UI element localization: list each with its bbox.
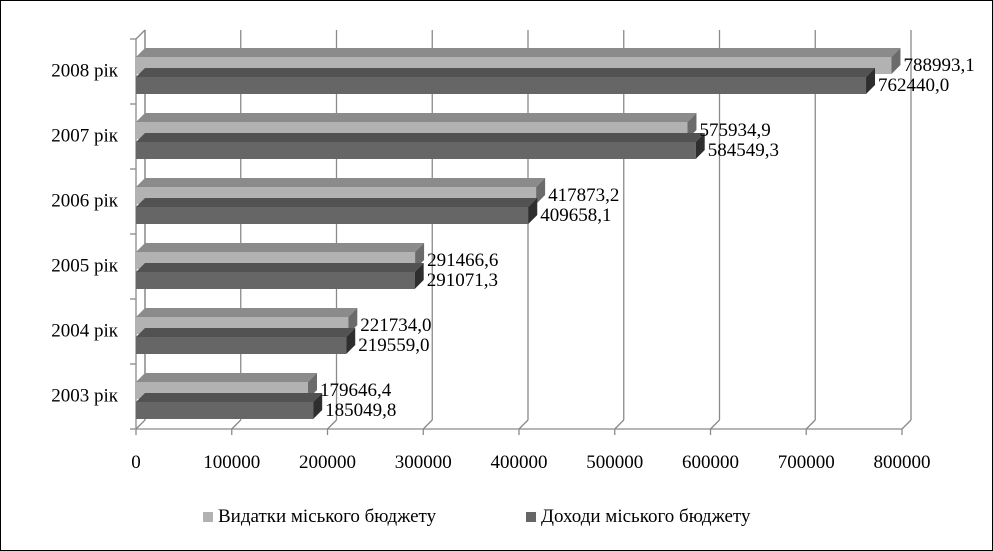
- legend-swatch-revenue: [526, 512, 536, 522]
- bar-side-face: [687, 113, 697, 139]
- x-tick-label: 700000: [778, 452, 835, 473]
- x-tick-label: 300000: [395, 452, 452, 473]
- wall-top-edge: [135, 29, 146, 40]
- data-label: 788993,1: [903, 55, 974, 76]
- bar: [136, 68, 876, 94]
- floor-gridline: [805, 419, 816, 430]
- bar-top-face: [136, 393, 323, 402]
- x-tick-label: 200000: [299, 452, 356, 473]
- data-label: 219559,0: [358, 335, 429, 356]
- bar-top-face: [136, 178, 546, 187]
- category-label: 2006 рік: [51, 191, 119, 212]
- data-label: 221734,0: [360, 315, 431, 336]
- x-tick-label: 400000: [491, 452, 548, 473]
- bar-top-face: [136, 263, 424, 272]
- bar-top-face: [136, 328, 356, 337]
- axes: 0 100000 200000 300000 400000 500000 600000 700…: [51, 29, 931, 473]
- legend-label-revenue: Доходи міського бюджету: [541, 506, 751, 527]
- x-tick-label: 600000: [682, 452, 739, 473]
- bar-side-face: [415, 243, 425, 269]
- bar: [136, 328, 356, 354]
- bar-front-face: [136, 142, 696, 159]
- floor-gridline: [710, 419, 720, 430]
- bar-side-face: [536, 178, 546, 204]
- data-label: 291071,3: [427, 270, 498, 291]
- floor-gridline: [901, 419, 912, 430]
- floor-gridline: [422, 419, 433, 430]
- data-label: 185049,8: [325, 400, 396, 421]
- floor-gridline: [231, 419, 242, 430]
- legend-label-expenditure: Видатки міського бюджету: [218, 506, 437, 527]
- data-label: 584549,3: [708, 140, 779, 161]
- bar-side-face: [348, 308, 358, 334]
- bar-side-face: [308, 373, 318, 399]
- data-label: 762440,0: [878, 75, 949, 96]
- bar-side-face: [346, 328, 356, 354]
- bar-side-face: [866, 68, 876, 94]
- floor-gridline: [327, 419, 337, 430]
- bar-front-face: [136, 207, 529, 224]
- floor-gridline: [614, 419, 625, 430]
- bar-front-face: [136, 77, 867, 94]
- bar-top-face: [136, 373, 318, 382]
- legend-swatch-expenditure: [203, 512, 213, 522]
- floor-gridline: [135, 419, 146, 430]
- data-label: 409658,1: [540, 205, 611, 226]
- bar-top-face: [136, 243, 425, 252]
- bar-front-face: [136, 402, 314, 419]
- bar: [136, 133, 705, 159]
- bars: [136, 48, 901, 419]
- x-tick-label: 500000: [586, 452, 643, 473]
- bar-front-face: [136, 337, 347, 354]
- bar-top-face: [136, 113, 697, 122]
- category-label: 2008 рік: [51, 61, 119, 82]
- bar-front-face: [136, 272, 415, 289]
- bar-side-face: [695, 133, 705, 159]
- bar: [136, 198, 538, 224]
- bar-top-face: [136, 308, 358, 317]
- category-label: 2003 рік: [51, 386, 119, 407]
- bar-top-face: [136, 48, 901, 57]
- legend: Видатки міського бюджету Доходи міського…: [203, 506, 751, 527]
- data-label: 417873,2: [548, 185, 619, 206]
- bar-side-face: [414, 263, 424, 289]
- bar: [136, 263, 424, 289]
- bar-side-face: [313, 393, 323, 419]
- bar: [136, 393, 323, 419]
- data-label: 291466,6: [427, 250, 498, 271]
- floor-gridline: [518, 419, 529, 430]
- bar-top-face: [136, 198, 538, 207]
- x-tick-label: 100000: [203, 452, 260, 473]
- data-label: 179646,4: [320, 380, 392, 401]
- x-tick-label: 800000: [874, 452, 931, 473]
- category-label: 2004 рік: [51, 321, 119, 342]
- category-label: 2005 рік: [51, 256, 119, 277]
- x-tick-label: 0: [131, 452, 141, 473]
- data-label: 575934,9: [699, 120, 770, 141]
- bar-top-face: [136, 68, 876, 77]
- bar-top-face: [136, 133, 705, 142]
- bar-side-face: [891, 48, 901, 74]
- bar-side-face: [528, 198, 538, 224]
- category-label: 2007 рік: [51, 126, 119, 147]
